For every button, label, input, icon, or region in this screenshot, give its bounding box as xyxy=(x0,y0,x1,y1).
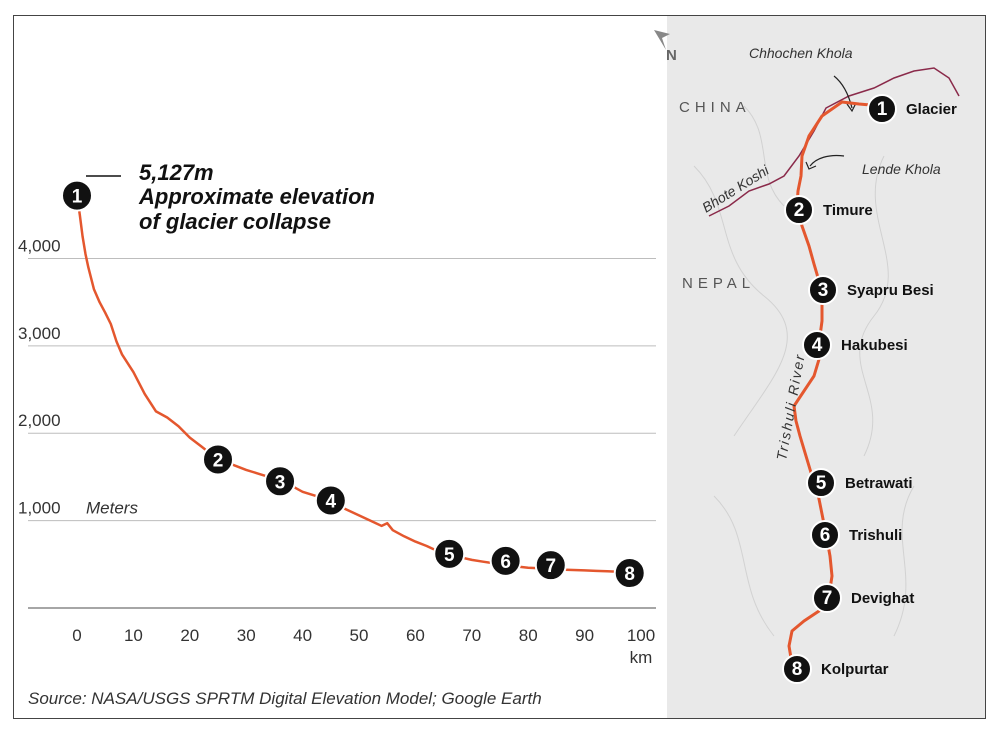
x-tick-label: 70 xyxy=(462,626,481,645)
elevation-profile xyxy=(75,195,642,575)
x-tick-label: 90 xyxy=(575,626,594,645)
map-place-label: Devighat xyxy=(851,590,914,607)
elevation-line xyxy=(75,195,642,575)
map-place-trishuli: 6 Trishuli xyxy=(810,520,902,550)
map-marker-number: 3 xyxy=(818,280,829,301)
map-marker-circle xyxy=(808,275,838,305)
map-marker-number: 2 xyxy=(794,200,805,221)
profile-marker: 8 xyxy=(613,557,646,590)
x-tick-label: 100 xyxy=(627,626,655,645)
map-place-syapru-besi: 3 Syapru Besi xyxy=(808,275,934,305)
map-places: 1 Glacier 2 Timure 3 Syapru Besi 4 Hakubesi 5 Bet… xyxy=(782,94,957,684)
y-unit-label: Meters xyxy=(86,499,138,518)
y-tick-label: 3,000 xyxy=(18,324,61,343)
marker-circle xyxy=(202,443,234,476)
map-place-label: Glacier xyxy=(906,101,957,118)
x-tick-label: 0 xyxy=(72,626,81,645)
axis: 0 10 20 30 40 50 60 70 80 90 100 km xyxy=(28,607,656,667)
map-marker-number: 1 xyxy=(877,99,888,120)
map-place-label: Trishuli xyxy=(849,527,902,544)
source-note: Source: NASA/USGS SPRTM Digital Elevatio… xyxy=(28,689,542,708)
x-tick-label: 10 xyxy=(124,626,143,645)
profile-marker: 6 xyxy=(489,544,522,577)
river-path xyxy=(787,100,883,665)
y-tick-label: 2,000 xyxy=(18,411,61,430)
profile-marker: 3 xyxy=(264,465,297,498)
map-marker-circle xyxy=(782,654,812,684)
profile-marker: 1 xyxy=(61,179,93,212)
map-marker-circle xyxy=(802,330,832,360)
map-marker-circle xyxy=(784,195,814,225)
profile-marker: 7 xyxy=(534,549,567,582)
marker-circle xyxy=(61,179,93,212)
river-label-chhochen: Chhochen Khola xyxy=(749,45,853,61)
map-marker-number: 8 xyxy=(792,659,803,680)
marker-circle xyxy=(534,549,567,582)
marker-number: 4 xyxy=(326,492,337,513)
map-place-kolpurtar: 8 Kolpurtar xyxy=(782,654,889,684)
map-place-label: Betrawati xyxy=(845,475,913,492)
region-label-nepal: NEPAL xyxy=(682,275,755,292)
marker-circle xyxy=(489,544,522,577)
marker-circle xyxy=(433,537,466,570)
grid-lines: 1,000 Meters 2,000 3,000 4,000 xyxy=(18,236,656,522)
profile-markers: 1 2 3 4 5 6 7 8 xyxy=(61,179,646,590)
map-place-label: Kolpurtar xyxy=(821,661,889,678)
map-place-timure: 2 Timure xyxy=(784,195,873,225)
map-place-glacier: 1 Glacier xyxy=(867,94,957,124)
region-label-china: CHINA xyxy=(679,99,751,116)
map-place-label: Timure xyxy=(823,202,873,219)
y-tick-label: 4,000 xyxy=(18,236,61,255)
x-tick-label: 60 xyxy=(406,626,425,645)
marker-number: 1 xyxy=(72,187,83,208)
x-tick-label: 20 xyxy=(180,626,199,645)
river-label-lende: Lende Khola xyxy=(862,161,941,177)
y-tick-label: 1,000 xyxy=(18,499,61,518)
annotation-line-3: of glacier collapse xyxy=(139,209,331,234)
annotation-line-2: Approximate elevation xyxy=(138,184,375,209)
profile-marker: 2 xyxy=(202,443,234,476)
profile-marker: 4 xyxy=(314,484,347,517)
north-arrow-icon: N xyxy=(654,30,677,64)
map-place-devighat: 7 Devighat xyxy=(812,583,914,613)
x-tick-label: 50 xyxy=(350,626,369,645)
map-place-betrawati: 5 Betrawati xyxy=(806,468,913,498)
map-place-label: Syapru Besi xyxy=(847,282,934,299)
marker-number: 6 xyxy=(500,552,511,573)
map-marker-number: 6 xyxy=(820,525,831,546)
x-tick-label: 40 xyxy=(293,626,312,645)
profile-marker: 5 xyxy=(433,537,466,570)
marker-circle xyxy=(613,557,646,590)
figure-frame: 1,000 Meters 2,000 3,000 4,000 0 10 20 30 40 50 60… xyxy=(13,15,986,719)
marker-number: 3 xyxy=(275,472,286,493)
map-place-hakubesi: 4 Hakubesi xyxy=(802,330,908,360)
marker-number: 5 xyxy=(444,545,455,566)
x-unit-label: km xyxy=(630,648,653,667)
marker-number: 8 xyxy=(624,564,635,585)
map: N CHINA NEPAL Chhochen Khola Lende Khola… xyxy=(654,30,960,684)
map-marker-circle xyxy=(806,468,836,498)
map-marker-number: 4 xyxy=(812,335,823,356)
x-tick-label: 30 xyxy=(237,626,256,645)
north-label: N xyxy=(666,47,677,64)
map-marker-circle xyxy=(812,583,842,613)
marker-circle xyxy=(314,484,347,517)
map-marker-number: 7 xyxy=(822,588,833,609)
map-marker-number: 5 xyxy=(816,473,827,494)
marker-number: 7 xyxy=(545,556,556,577)
marker-circle xyxy=(264,465,297,498)
border-line xyxy=(708,67,960,217)
map-marker-circle xyxy=(810,520,840,550)
marker-number: 2 xyxy=(213,450,224,471)
annotation-elevation: 5,127m xyxy=(139,160,214,185)
map-marker-circle xyxy=(867,94,897,124)
x-tick-label: 80 xyxy=(519,626,538,645)
map-place-label: Hakubesi xyxy=(841,337,908,354)
